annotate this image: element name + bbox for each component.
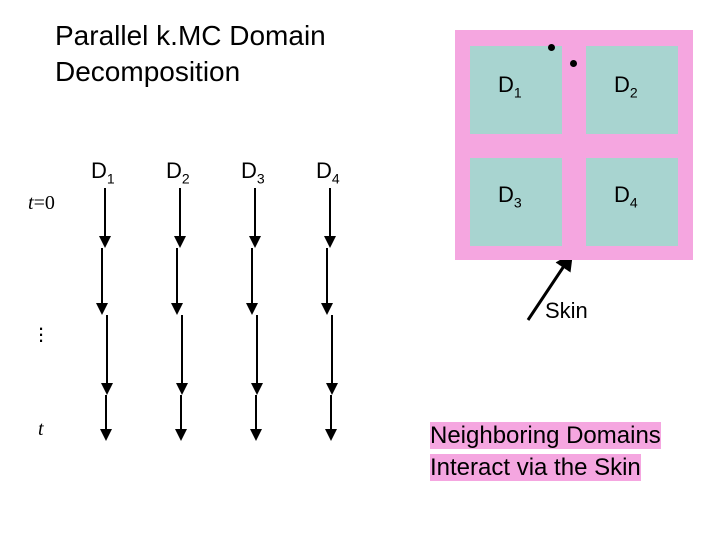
timeline-col-label-2: D2: [166, 158, 190, 186]
particle-dot: [570, 60, 577, 67]
title-line2: Decomposition: [55, 56, 240, 87]
t-label: t: [38, 418, 44, 441]
domain-cell-label-4: D4: [614, 182, 638, 210]
timeline-col-label-3: D3: [241, 158, 265, 186]
domain-cell-label-3: D3: [498, 182, 522, 210]
bottom-line2a: Interact via the: [430, 454, 594, 481]
slide-title: Parallel k.MC Domain Decomposition: [55, 18, 326, 90]
bottom-line2b: Skin: [594, 454, 641, 481]
particle-dot: [548, 44, 555, 51]
timeline-col-label-1: D1: [91, 158, 115, 186]
domain-cell-label-1: D1: [498, 72, 522, 100]
timeline-col-label-4: D4: [316, 158, 340, 186]
bottom-line1: Neighboring Domains: [430, 422, 661, 449]
t-zero-label: t=0: [28, 192, 55, 215]
bottom-caption: Neighboring Domains Interact via the Ski…: [430, 420, 661, 484]
title-line1: Parallel k.MC Domain: [55, 20, 326, 51]
timeline-dots: ...: [38, 320, 44, 338]
domain-cell-label-2: D2: [614, 72, 638, 100]
skin-label: Skin: [545, 298, 588, 324]
